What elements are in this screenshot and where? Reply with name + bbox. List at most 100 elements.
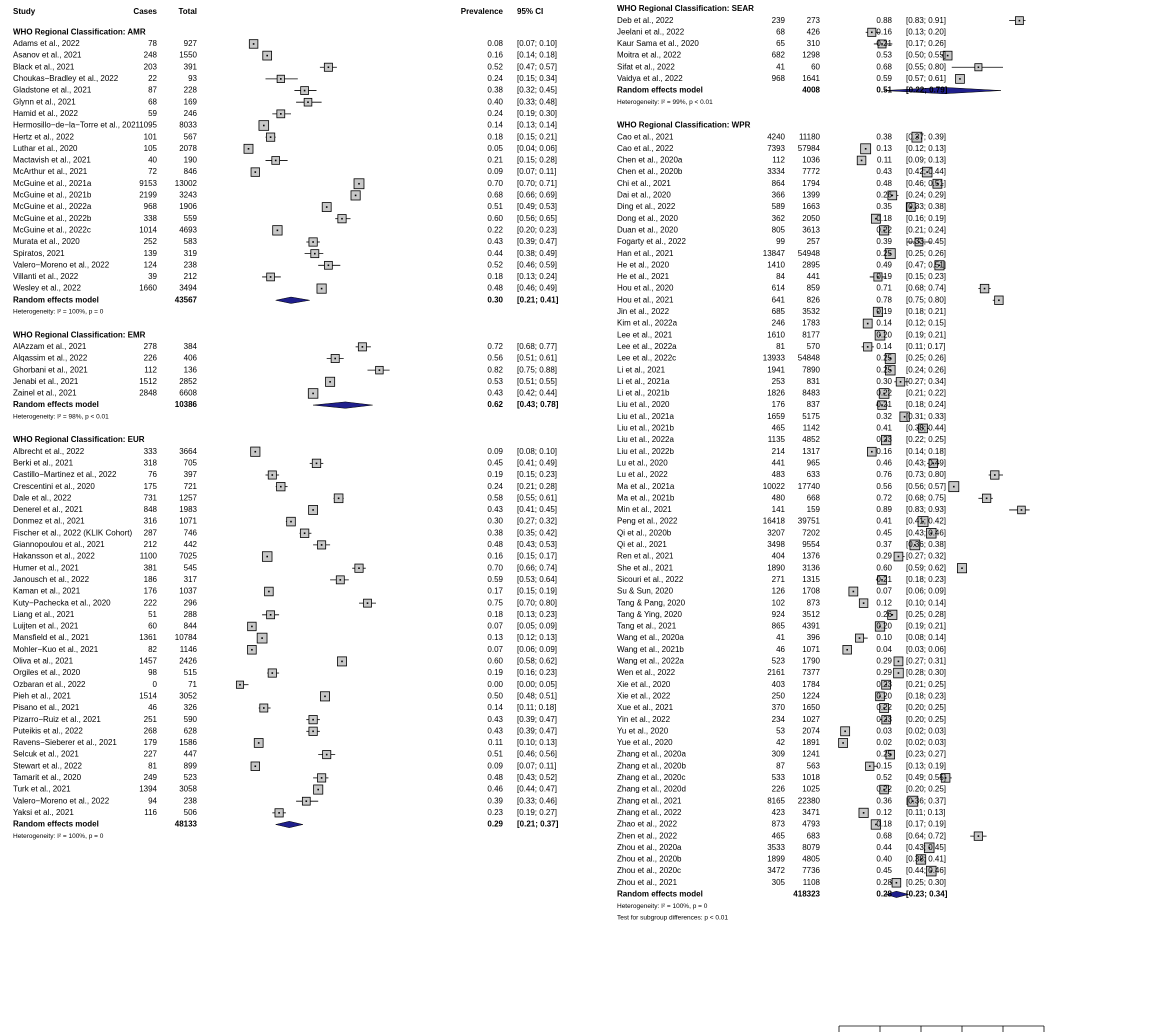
study-name: Han et al., 2021 (617, 249, 674, 258)
study-ci: [0.15; 0.23] (517, 470, 557, 479)
study-ci: [0.08; 0.10] (517, 447, 557, 456)
study-prevalence: 0.68 (876, 62, 892, 71)
study-cases: 1826 (767, 389, 785, 398)
study-point-center (897, 672, 900, 674)
study-name: Lee et al., 2022c (617, 354, 676, 363)
study-point-center (918, 241, 920, 243)
study-cases: 98 (148, 668, 157, 677)
study-prevalence: 0.22 (876, 785, 892, 794)
study-point-center (858, 637, 861, 639)
study-ci: [0.27; 0.34] (906, 377, 946, 386)
study-cases: 338 (144, 214, 158, 223)
study-ci: [0.04; 0.06] (517, 144, 557, 153)
study-point-center (928, 847, 930, 849)
study-name: Ozbaran et al., 2022 (13, 680, 86, 689)
study-prevalence: 0.22 (876, 703, 892, 712)
study-prevalence: 0.51 (487, 750, 503, 759)
study-name: Mansfield et al., 2021 (13, 633, 90, 642)
study-total: 22380 (798, 796, 821, 805)
study-total: 2078 (179, 144, 197, 153)
study-point-center (903, 415, 906, 418)
study-point-center (358, 567, 360, 569)
study-name: Valero−Moreno et al., 2022 (13, 796, 110, 805)
study-ci: [0.11; 0.18] (517, 703, 556, 712)
study-total: 1025 (802, 785, 820, 794)
study-point-center (891, 194, 894, 197)
study-total: 447 (184, 750, 198, 759)
study-cases: 731 (144, 493, 158, 502)
study-prevalence: 0.48 (876, 179, 892, 188)
summary-diamond (275, 821, 303, 828)
study-cases: 873 (772, 820, 786, 829)
study-name: Moitra et al., 2022 (617, 51, 682, 60)
study-ci: [0.41; 0.49] (517, 458, 557, 467)
study-prevalence: 0.43 (876, 167, 892, 176)
study-name: Black et al., 2021 (13, 62, 75, 71)
study-total: 844 (184, 622, 198, 631)
study-prevalence: 0.30 (876, 377, 892, 386)
study-total: 1586 (179, 738, 197, 747)
study-cases: 1512 (139, 377, 157, 386)
study-name: Zhou et al., 2021 (617, 878, 678, 887)
study-ci: [0.42; 0.44] (906, 167, 946, 176)
summary-label: Random effects model (617, 86, 703, 95)
study-prevalence: 0.21 (487, 156, 503, 165)
study-name: Lee et al., 2021 (617, 330, 673, 339)
group-title: WHO Regional Classification: EMR (13, 330, 146, 339)
study-prevalence: 0.38 (487, 86, 503, 95)
study-point-center (883, 392, 885, 395)
study-cases: 3207 (767, 528, 785, 537)
study-point-center (871, 450, 873, 453)
study-cases: 87 (776, 761, 785, 770)
study-name: Qi et al., 2020b (617, 528, 672, 537)
study-ci: [0.19; 0.21] (906, 622, 946, 631)
study-total: 11180 (799, 132, 821, 141)
study-name: Zhao et al., 2022 (617, 820, 678, 829)
study-cases: 480 (772, 493, 786, 502)
study-ci: [0.07; 0.11] (517, 761, 556, 770)
study-ci: [0.25; 0.26] (906, 249, 946, 258)
study-point-center (938, 264, 941, 267)
study-cases: 22 (148, 74, 157, 83)
study-total: 1983 (179, 505, 197, 514)
study-ci: [0.10; 0.13] (517, 738, 557, 747)
study-name: Jeelani et al., 2022 (617, 27, 685, 36)
study-ci: [0.39; 0.47] (517, 237, 557, 246)
study-name: Zhang et al., 2021 (617, 796, 682, 805)
study-point-center (320, 777, 323, 779)
study-cases: 8165 (767, 796, 785, 805)
study-total: 246 (184, 109, 198, 118)
study-prevalence: 0.05 (487, 144, 503, 153)
study-total: 317 (184, 575, 198, 584)
study-total: 326 (184, 703, 198, 712)
study-cases: 253 (772, 377, 786, 386)
summary-diamond (275, 296, 310, 304)
study-name: Kim et al., 2022a (617, 319, 678, 328)
summary-ci: [0.43; 0.78] (517, 400, 559, 409)
study-point-center (897, 555, 900, 558)
study-cases: 864 (772, 179, 786, 188)
study-total: 705 (184, 458, 198, 467)
study-name: Pizarro−Ruiz et al., 2021 (13, 715, 101, 724)
study-ci: [0.18; 0.23] (906, 691, 946, 700)
study-cases: 523 (772, 657, 786, 666)
study-name: Fischer et al., 2022 (KLIK Cohort) (13, 528, 133, 537)
study-point-center (305, 800, 308, 802)
study-name: Donmez et al., 2021 (13, 517, 85, 526)
study-name: Wesley et al., 2022 (13, 284, 81, 293)
study-total: 4391 (802, 622, 820, 631)
study-prevalence: 0.14 (876, 319, 892, 328)
study-point-center (922, 427, 924, 430)
study-total: 426 (807, 27, 821, 36)
study-prevalence: 0.32 (876, 412, 892, 421)
study-total: 212 (184, 272, 198, 281)
study-point-center (860, 159, 863, 162)
summary-total: 10386 (175, 400, 198, 409)
study-ci: [0.13; 0.19] (906, 761, 946, 770)
study-cases: 1394 (139, 785, 157, 794)
study-cases: 179 (144, 738, 158, 747)
study-ci: [0.07; 0.10] (517, 39, 557, 48)
study-point-center (868, 765, 871, 768)
study-prevalence: 0.22 (876, 389, 892, 398)
study-total: 1891 (802, 738, 820, 747)
